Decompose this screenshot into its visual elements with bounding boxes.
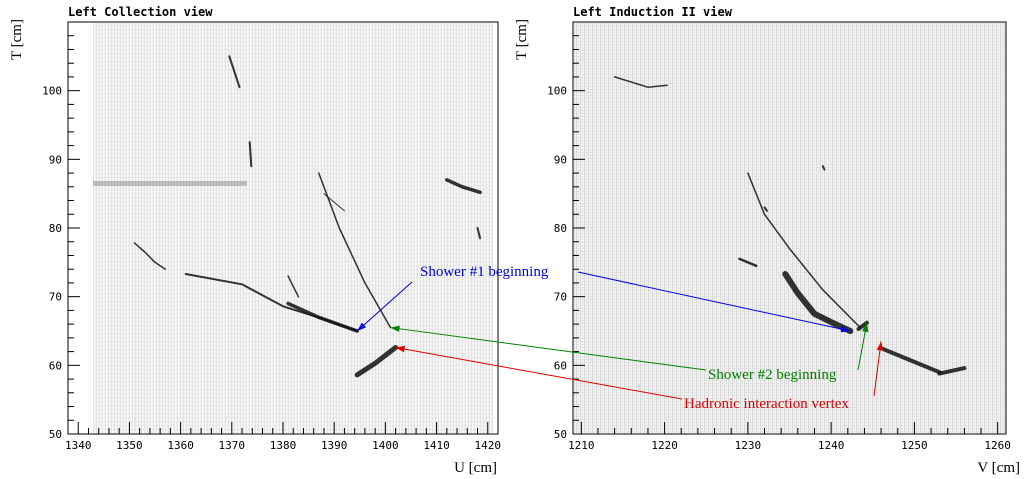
annotation-arrow	[356, 281, 413, 332]
induction-view-xlabel: V [cm]	[977, 460, 1020, 476]
annotation-label: Shower #2 beginning	[708, 367, 837, 383]
y-tick-label: 90	[554, 153, 567, 166]
annotation-arrowhead	[862, 322, 869, 333]
x-tick-label: 1210	[568, 439, 595, 452]
x-tick-label: 1400	[372, 439, 399, 452]
collection-view-panel: Left Collection view 1340 1350 1360 1370 138…	[9, 5, 501, 476]
induction-view-ylabel: T [cm]	[514, 19, 530, 60]
particle-track	[287, 275, 300, 298]
particle-track	[286, 301, 359, 333]
y-tick-label: 100	[42, 85, 62, 98]
x-tick-label: 1250	[901, 439, 928, 452]
y-tick-label: 70	[49, 291, 62, 304]
x-tick-label: 1380	[270, 439, 297, 452]
annotation-arrow	[577, 271, 851, 332]
collection-view-axes: 1340 1350 1360 1370 1380 1390 1400 1410 1420 50 60…	[42, 21, 502, 452]
collection-view-noise	[93, 23, 493, 433]
x-tick-label: 1410	[423, 439, 450, 452]
particle-track	[228, 55, 241, 89]
y-tick-label: 60	[554, 359, 567, 372]
annotation-label: Shower #1 beginning	[420, 264, 549, 280]
particle-track	[879, 346, 942, 375]
y-tick-label: 50	[49, 428, 62, 441]
annotation-arrow	[390, 327, 707, 371]
y-tick-label: 80	[49, 222, 62, 235]
x-tick-label: 1350	[116, 439, 143, 452]
particle-track	[782, 271, 854, 334]
x-tick-label: 1390	[321, 439, 348, 452]
collection-view-title: Left Collection view	[68, 5, 213, 19]
annotation-arrowhead	[357, 322, 367, 331]
y-tick-label: 80	[554, 222, 567, 235]
particle-track	[856, 320, 869, 331]
collection-view-xlabel: U [cm]	[454, 460, 497, 476]
x-tick-label: 1360	[167, 439, 194, 452]
x-tick-label: 1420	[475, 439, 502, 452]
particle-track	[323, 193, 345, 212]
particle-track	[318, 172, 392, 329]
x-tick-label: 1220	[651, 439, 678, 452]
induction-view-axes: 1210 1220 1230 1240 1250 1260 50 60 70 80 90 100	[547, 21, 1011, 452]
annotation-arrowhead	[876, 341, 884, 351]
particle-track	[738, 257, 758, 268]
annotation-arrow	[873, 341, 882, 397]
particle-track	[937, 366, 967, 376]
y-tick-label: 100	[547, 85, 567, 98]
annotation-arrow	[395, 346, 683, 400]
x-tick-label: 1230	[735, 439, 762, 452]
particle-track	[763, 206, 768, 212]
induction-view-noise	[574, 23, 1005, 433]
particle-track	[476, 227, 482, 240]
x-tick-label: 1340	[65, 439, 92, 452]
y-tick-label: 90	[49, 153, 62, 166]
annotation-label: Hadronic interaction vertex	[684, 396, 849, 412]
annotations-layer: Shower #1 beginning Shower #2 beginning Ha…	[356, 264, 884, 412]
collection-view-dark-band	[93, 181, 247, 186]
particle-track	[821, 165, 826, 171]
x-tick-label: 1260	[984, 439, 1011, 452]
induction-view-title: Left Induction II view	[573, 5, 733, 19]
particle-track	[354, 345, 399, 378]
x-tick-label: 1240	[818, 439, 845, 452]
y-tick-label: 50	[554, 428, 567, 441]
annotation-arrowhead	[390, 325, 400, 332]
y-tick-label: 60	[49, 359, 62, 372]
particle-track	[133, 242, 167, 270]
annotation-arrowhead	[840, 325, 851, 333]
particle-track	[613, 76, 668, 88]
particle-track	[248, 141, 253, 168]
collection-view-tracks	[133, 55, 482, 378]
induction-view-tracks	[613, 76, 967, 376]
particle-track	[445, 178, 482, 195]
collection-view-ylabel: T [cm]	[9, 19, 25, 60]
induction-view-panel: Left Induction II view 1210 1220 1230 1240 1…	[514, 5, 1020, 476]
annotation-arrowhead	[395, 345, 406, 353]
y-tick-label: 70	[554, 291, 567, 304]
x-tick-label: 1370	[219, 439, 246, 452]
particle-track	[747, 172, 862, 329]
